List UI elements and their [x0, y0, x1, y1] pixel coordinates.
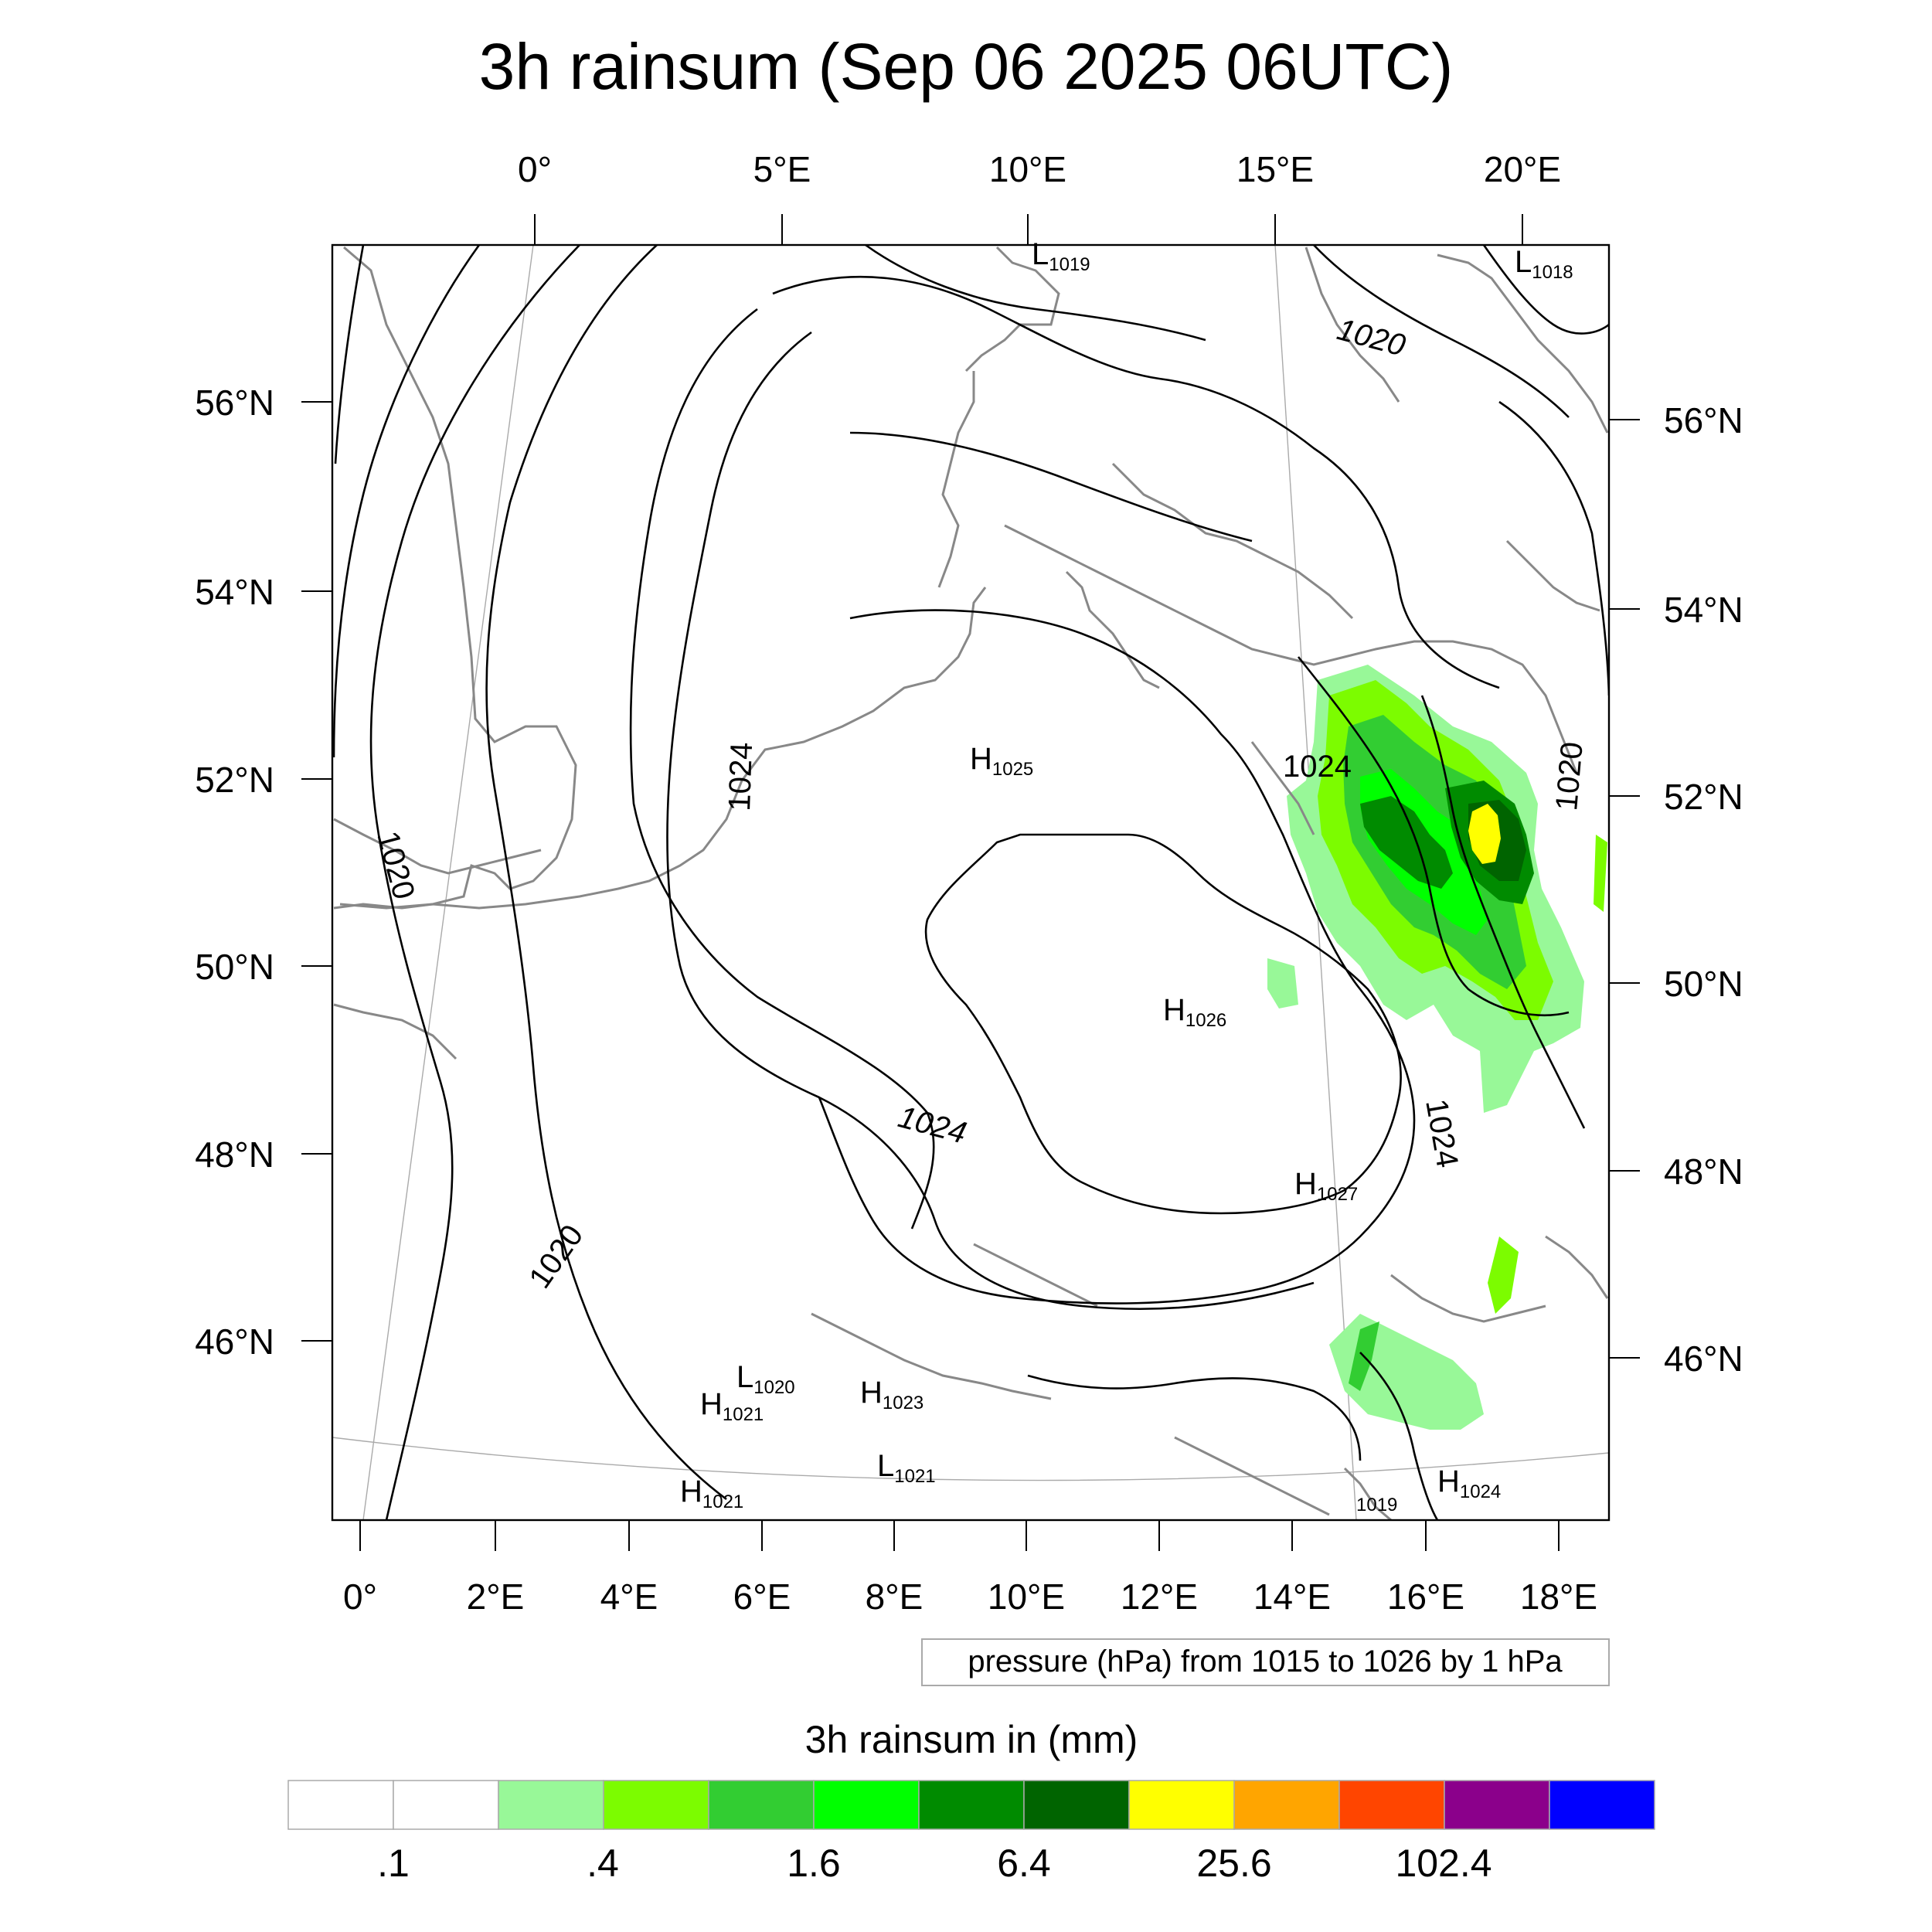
- rain-dark-green-area: [1360, 796, 1453, 889]
- colorbar-swatch: [498, 1780, 604, 1830]
- pressure-center-marker: 1019: [1356, 1495, 1397, 1515]
- colorbar-swatch: [708, 1780, 815, 1830]
- top-lon-label: 20°E: [1484, 149, 1561, 189]
- pressure-centers: L1019 L1018 H1025 H1026 H1027 L1020 H102…: [680, 237, 1573, 1515]
- pressure-center-marker: H1024: [1437, 1464, 1501, 1502]
- map-panel: 1020 1020 1024 1024 1024 1020 1020 1024 …: [195, 149, 1743, 1617]
- colorbar-swatch: [603, 1780, 709, 1830]
- left-lat-label: 46°N: [195, 1321, 274, 1362]
- colorbar-swatch: [813, 1780, 920, 1830]
- top-lon-label: 10°E: [989, 149, 1066, 189]
- colorbar-swatch: [1128, 1780, 1235, 1830]
- bottom-lon-label: 0°: [343, 1577, 377, 1617]
- legend-tick-label: .4: [587, 1842, 619, 1885]
- right-lat-label: 46°N: [1664, 1338, 1743, 1379]
- left-latitude-axis: 56°N 54°N 52°N 50°N 48°N 46°N: [195, 383, 332, 1362]
- bottom-lon-label: 16°E: [1387, 1577, 1464, 1617]
- bottom-lon-label: 6°E: [733, 1577, 791, 1617]
- pressure-center-marker: L1020: [736, 1360, 795, 1398]
- legend-tick-label: 1.6: [787, 1842, 841, 1885]
- pressure-center-marker: H1027: [1294, 1167, 1358, 1205]
- colorbar-boxes: [287, 1780, 1655, 1830]
- colorbar-swatch: [287, 1780, 394, 1830]
- bottom-lon-label: 12°E: [1121, 1577, 1198, 1617]
- top-lon-label: 0°: [518, 149, 552, 189]
- pressure-center-marker: H1021: [700, 1387, 764, 1425]
- left-lat-label: 48°N: [195, 1134, 274, 1175]
- pressure-center-marker: L1021: [877, 1449, 936, 1487]
- legend-tick-label: 102.4: [1395, 1842, 1492, 1885]
- top-lon-label: 15°E: [1236, 149, 1314, 189]
- rain-south-east-streak: [1488, 1236, 1519, 1314]
- isobars: [332, 245, 1609, 1520]
- right-lat-label: 52°N: [1664, 777, 1743, 817]
- map-frame: [331, 243, 1611, 1522]
- colorbar-swatch: [918, 1780, 1025, 1830]
- pressure-center-marker: H1021: [680, 1475, 743, 1512]
- contour-label: 1024: [723, 742, 759, 811]
- contour-label: 1024: [1419, 1097, 1464, 1170]
- pressure-center-marker: L1018: [1515, 245, 1573, 283]
- left-lat-label: 50°N: [195, 947, 274, 987]
- legend-tick-label: 6.4: [997, 1842, 1051, 1885]
- figure-title: 3h rainsum (Sep 06 2025 06UTC): [479, 30, 1454, 103]
- bottom-longitude-axis: 0° 2°E 4°E 6°E 8°E 10°E 12°E 14°E 16°E 1…: [343, 1520, 1597, 1617]
- colorbar-swatch: [1549, 1780, 1655, 1830]
- contour-label: 1024: [895, 1100, 970, 1151]
- bottom-lon-label: 4°E: [600, 1577, 658, 1617]
- colorbar-labels: .1 .4 1.6 6.4 25.6 102.4: [377, 1842, 1492, 1885]
- colorbar-swatch: [1444, 1780, 1550, 1830]
- colorbar-swatch: [393, 1780, 499, 1830]
- right-lat-label: 50°N: [1664, 964, 1743, 1004]
- left-lat-label: 54°N: [195, 572, 274, 612]
- contour-label: 1020: [1549, 740, 1590, 811]
- pressure-center-marker: H1025: [970, 742, 1033, 780]
- contour-label: 1020: [1334, 312, 1409, 363]
- colorbar-swatch: [1023, 1780, 1130, 1830]
- pressure-center-marker: H1023: [860, 1376, 923, 1413]
- left-lat-label: 52°N: [195, 760, 274, 800]
- rain-west-patch: [1267, 958, 1298, 1009]
- legend-title: 3h rainsum in (mm): [805, 1718, 1138, 1761]
- right-lat-label: 54°N: [1664, 590, 1743, 630]
- bottom-lon-label: 10°E: [988, 1577, 1065, 1617]
- legend-tick-label: 25.6: [1196, 1842, 1271, 1885]
- bottom-lon-label: 2°E: [467, 1577, 525, 1617]
- rain-east-edge-streak: [1594, 835, 1607, 912]
- legend-tick-label: .1: [377, 1842, 410, 1885]
- bottom-lon-label: 18°E: [1520, 1577, 1597, 1617]
- contour-labels: 1020 1020 1024 1024 1024 1020 1020 1024: [370, 312, 1589, 1294]
- colorbar-swatch: [1233, 1780, 1340, 1830]
- pressure-note-box: pressure (hPa) from 1015 to 1026 by 1 hP…: [921, 1638, 1610, 1686]
- contour-label: 1024: [1283, 750, 1352, 784]
- bottom-lon-label: 8°E: [866, 1577, 923, 1617]
- left-lat-label: 56°N: [195, 383, 274, 423]
- right-lat-label: 48°N: [1664, 1151, 1743, 1192]
- contour-label: 1020: [370, 828, 421, 903]
- colorbar-legend: 3h rainsum in (mm) .1 .4 1.6 6.4 25.6 10…: [287, 1718, 1655, 1885]
- bottom-lon-label: 14°E: [1253, 1577, 1331, 1617]
- contour-label: 1020: [522, 1219, 590, 1294]
- right-latitude-axis: 56°N 54°N 52°N 50°N 48°N 46°N: [1609, 400, 1743, 1379]
- pressure-note-text: pressure (hPa) from 1015 to 1026 by 1 hP…: [968, 1645, 1563, 1679]
- right-lat-label: 56°N: [1664, 400, 1743, 440]
- top-lon-label: 5°E: [753, 149, 811, 189]
- pressure-center-marker: L1019: [1032, 237, 1090, 275]
- top-longitude-axis: 0° 5°E 10°E 15°E 20°E: [518, 149, 1561, 245]
- coastlines-and-borders: [333, 246, 1609, 1520]
- rain-yellow-core: [1468, 804, 1501, 864]
- colorbar-swatch: [1338, 1780, 1445, 1830]
- pressure-center-marker: H1026: [1163, 993, 1226, 1031]
